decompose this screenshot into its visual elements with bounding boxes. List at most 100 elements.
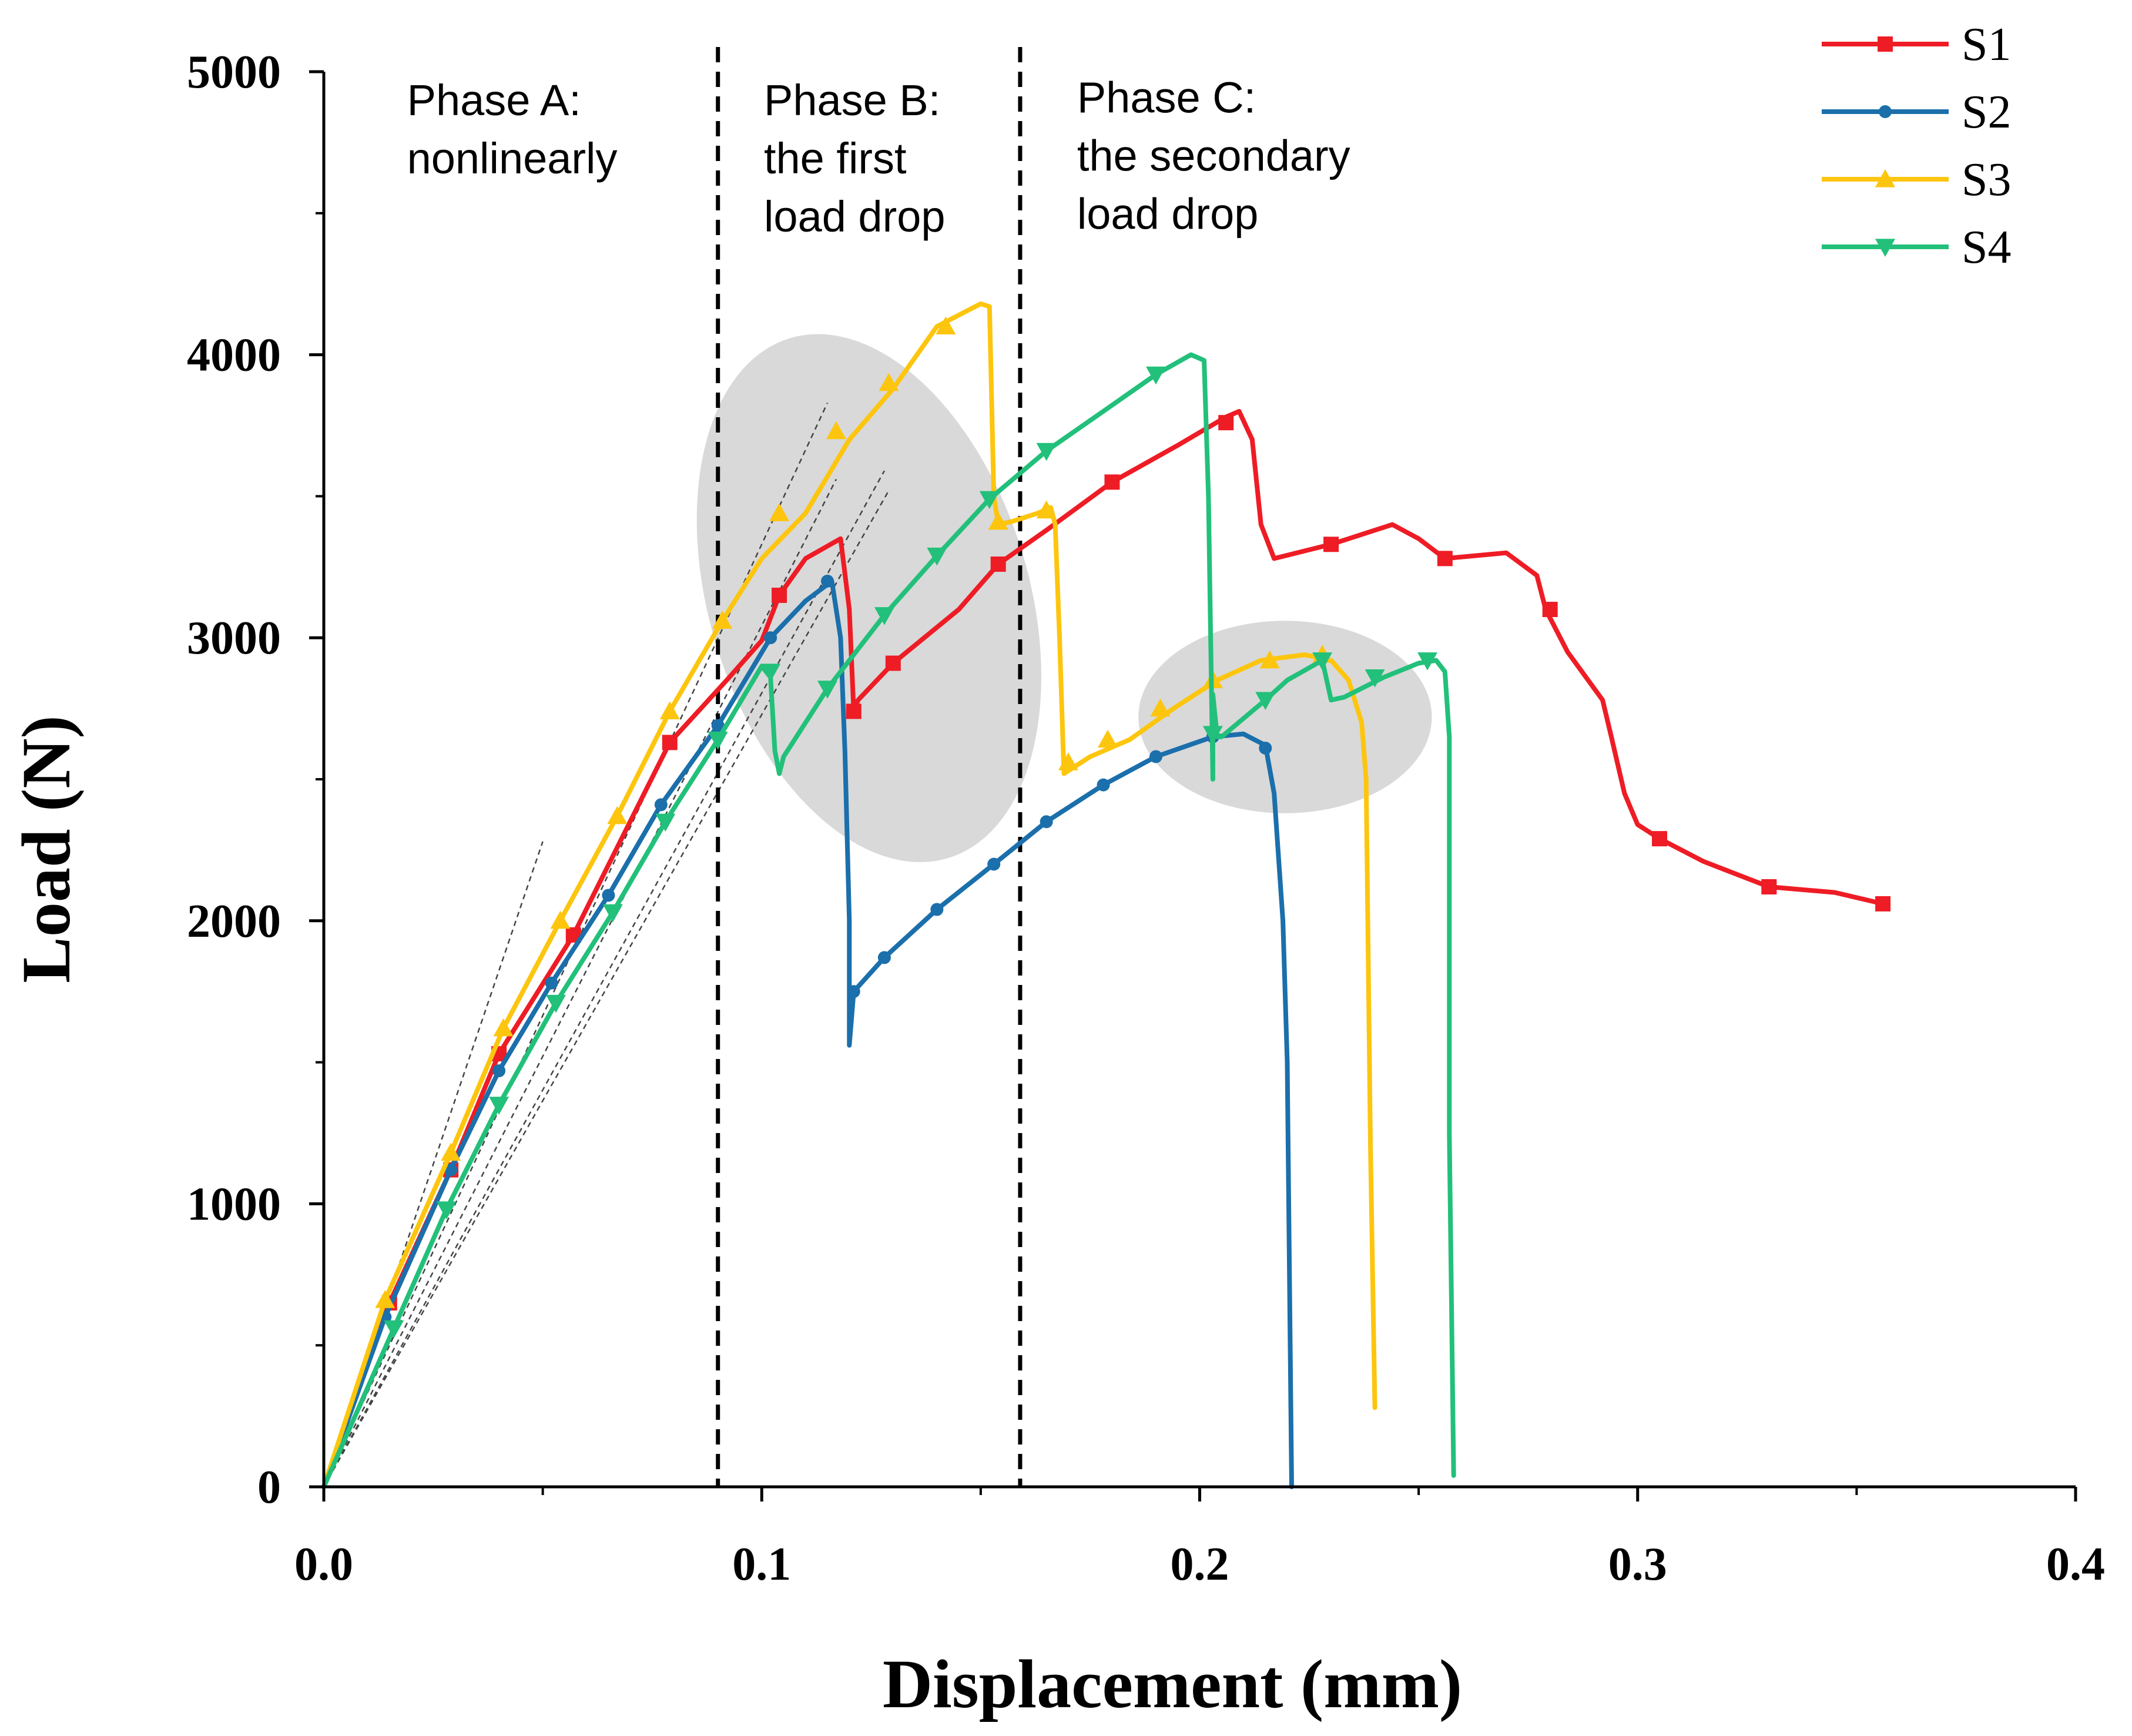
data-point-s1-13 [1437,551,1453,567]
data-point-s2-5 [602,889,615,902]
data-point-s3-1 [375,1290,395,1308]
series-lines [321,301,1891,1489]
data-point-s1-8 [885,655,901,671]
data-point-s2-11 [877,951,891,964]
phase-label-b: Phase B: the first load drop [764,76,946,241]
phase-labels: Phase A: nonlinearly Phase B: the first load… [407,73,1350,241]
phase-label-b-line: Phase B: [764,76,940,125]
data-point-s3-14 [1058,752,1078,770]
phase-label-c-line: the secondary [1077,131,1350,180]
phase-label-c-line: load drop [1077,189,1259,238]
legend-item-s4[interactable]: S4 [1822,222,2012,273]
data-point-s4-7 [708,731,728,750]
data-point-s2-16 [1149,750,1162,763]
legend-item-s1[interactable]: S1 [1822,19,2012,71]
data-point-s2-9 [821,574,834,588]
legend-marker-s2 [1879,105,1892,118]
tangent-guide-line-5 [323,490,890,1487]
data-point-s4-18 [1365,669,1385,688]
x-tick-label: 0.4 [2046,1539,2105,1590]
data-point-s1-10 [1104,474,1120,490]
data-point-s1-5 [662,735,678,750]
y-tick-label: 1000 [187,1178,281,1230]
data-point-s1-14 [1542,602,1558,618]
data-point-s1-11 [1218,415,1234,431]
data-point-s3-8 [769,503,790,521]
series-line-s1 [321,408,1886,1489]
data-point-s2-3 [492,1064,506,1078]
phase-label-a-line: Phase A: [407,76,581,125]
phase-label-c: Phase C: the secondary load drop [1077,73,1350,238]
phase-label-c-line: Phase C: [1077,73,1256,122]
legend-marker-s3 [1875,169,1895,187]
legend-item-s3[interactable]: S3 [1822,154,2012,206]
data-point-s3-10 [879,373,899,391]
data-point-s4-14 [1145,366,1166,385]
phase-label-a: Phase A: nonlinearly [407,76,618,183]
data-point-s2-15 [1097,778,1110,792]
data-point-s4-8 [760,663,781,682]
data-point-s1-16 [1761,879,1777,895]
series-line-s2 [321,578,1294,1489]
data-point-s4-9 [817,681,838,699]
data-point-s3-11 [936,316,956,335]
data-point-s2-18 [1259,742,1272,755]
y-axis-title: Load (N) [8,715,85,983]
highlight-ellipse-2 [1138,621,1432,813]
data-point-s3-3 [493,1018,514,1037]
legend-marker-s4 [1875,239,1895,257]
data-point-s1-7 [846,703,861,719]
data-point-s4-4 [545,994,566,1013]
data-point-s3-12 [988,511,1008,530]
phase-label-b-line: load drop [764,192,946,241]
legend-marker-s1 [1878,36,1893,52]
data-point-s3-5 [607,806,628,825]
x-tick-label: 0.1 [732,1539,791,1590]
x-tick-label: 0.2 [1171,1539,1229,1590]
phase-label-b-line: the first [764,134,907,183]
y-tick-label: 4000 [187,330,281,381]
series-s3 [321,301,1377,1489]
data-point-s2-12 [930,903,944,916]
data-point-s4-19 [1417,652,1438,671]
axes: 0 1000 2000 3000 4000 5000 0.0 0.1 0.2 0.3 0.4 [187,46,2105,1590]
data-point-s3-16 [1150,698,1171,717]
data-point-s2-14 [1040,815,1053,829]
series-s4 [321,352,1456,1489]
data-point-s1-17 [1875,896,1891,911]
data-point-s1-9 [990,556,1006,572]
x-tick-label: 0.0 [294,1539,353,1590]
data-point-s1-15 [1652,831,1668,847]
data-point-s4-10 [874,607,894,625]
data-point-s3-7 [712,611,733,629]
data-point-s4-16 [1255,692,1276,711]
highlight-ellipse-1 [696,334,1041,863]
series-line-s3 [321,301,1377,1489]
series-s1 [321,408,1891,1489]
data-point-s2-13 [987,857,1001,871]
data-point-s1-6 [772,587,787,603]
data-point-s3-15 [1097,729,1118,748]
legend-item-s2[interactable]: S2 [1822,86,2012,138]
x-tick-label: 0.3 [1608,1539,1667,1590]
data-point-s2-4 [545,976,558,990]
data-point-s4-11 [927,547,947,566]
data-point-s4-13 [1036,443,1057,461]
data-point-s4-2 [436,1201,457,1220]
legend[interactable]: S1 S2 S3 S4 [1822,19,2012,273]
highlight-regions [696,334,1432,863]
data-point-s3-9 [826,421,846,440]
legend-label-s1: S1 [1962,19,2012,71]
data-point-s2-2 [444,1163,458,1177]
data-point-s2-8 [764,631,777,645]
data-point-s1-12 [1323,537,1339,552]
legend-label-s3: S3 [1962,154,2012,206]
data-point-s3-6 [659,701,680,720]
data-point-s4-5 [602,904,623,923]
data-point-s2-10 [847,985,860,998]
phase-boundaries [716,47,1023,1487]
data-point-s3-13 [1036,500,1057,519]
data-point-s4-17 [1312,652,1333,671]
x-axis-title: Displacement (mm) [883,1645,1462,1722]
